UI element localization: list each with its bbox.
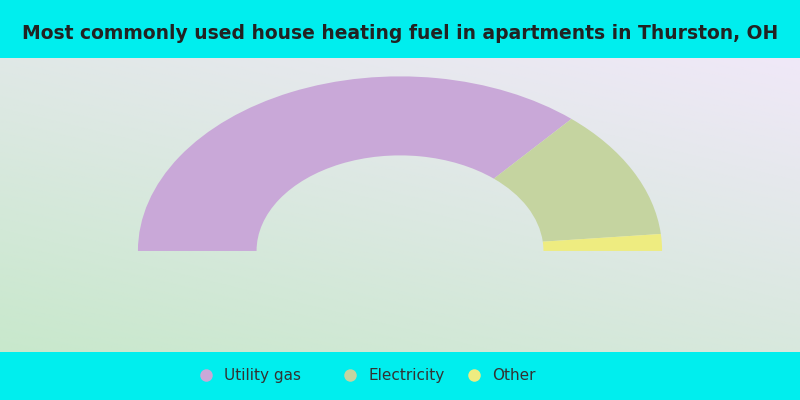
Wedge shape	[494, 119, 661, 242]
Wedge shape	[542, 234, 662, 251]
Wedge shape	[138, 76, 571, 251]
Text: Utility gas: Utility gas	[224, 368, 301, 382]
Text: Other: Other	[492, 368, 535, 382]
Text: Most commonly used house heating fuel in apartments in Thurston, OH: Most commonly used house heating fuel in…	[22, 24, 778, 43]
Text: Electricity: Electricity	[368, 368, 444, 382]
